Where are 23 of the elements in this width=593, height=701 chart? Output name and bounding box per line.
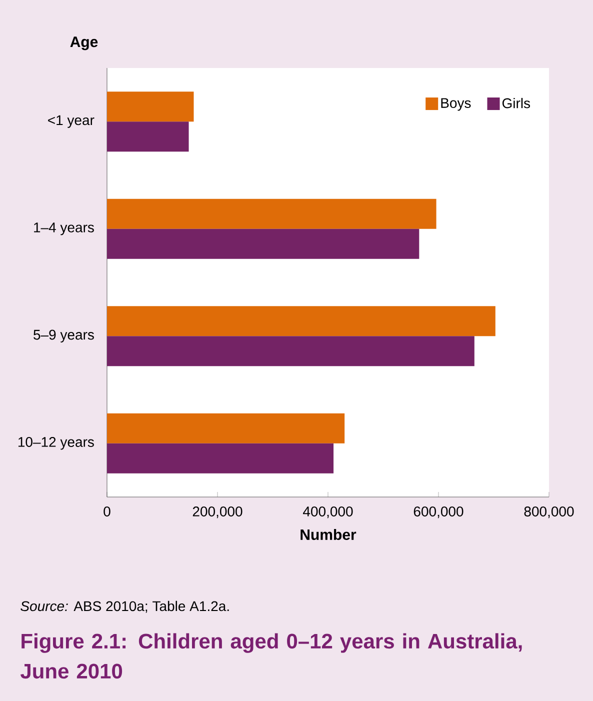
bar: [107, 413, 345, 444]
x-tick-label: 600,000: [414, 506, 464, 518]
bar: [107, 228, 420, 259]
x-tick-label: 400,000: [303, 506, 353, 518]
y-axis-title: Age: [70, 36, 98, 50]
bar: [107, 122, 189, 152]
y-tick-label: <1 year: [48, 115, 94, 128]
x-axis-title: Number: [300, 528, 356, 540]
text: Source: ABS 2010a; Table A1.2a.: [20, 600, 229, 613]
legend-label: Boys: [441, 98, 471, 111]
y-tick-label: 5–9 years: [34, 330, 94, 342]
bar: [107, 443, 334, 474]
x-tick-label: 800,000: [524, 506, 574, 518]
x-tick-label: 200,000: [192, 506, 242, 518]
bar: [107, 306, 496, 336]
bar: [107, 336, 474, 366]
legend-label: Girls: [502, 98, 530, 108]
bar: [107, 92, 194, 122]
bar: [107, 198, 436, 229]
y-tick-label: 10–12 years: [18, 437, 94, 450]
x-tick-label: 0: [104, 506, 110, 516]
text: Figure 2.1: Children aged 0–12 years in Australia, June 2010: [20, 633, 522, 679]
y-tick-label: 1–4 years: [34, 222, 94, 236]
